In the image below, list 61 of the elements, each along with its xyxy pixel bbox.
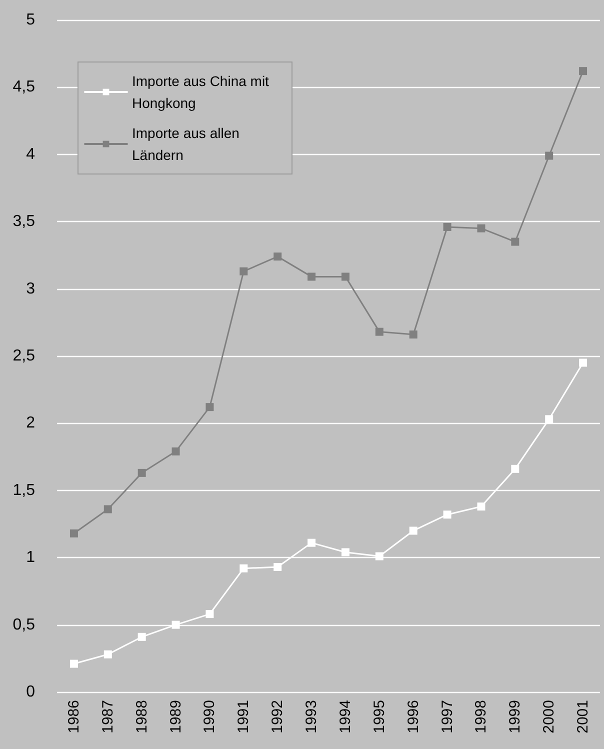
point <box>375 328 384 336</box>
y-tick-label: 5 <box>26 12 36 28</box>
y-tick-label: 4,5 <box>12 78 36 96</box>
point <box>274 563 282 572</box>
point <box>70 660 78 668</box>
point <box>443 510 452 519</box>
x-tick-label: 1991 <box>235 700 252 734</box>
point <box>240 267 248 276</box>
legend-label: Importe aus allen Ländern <box>132 125 244 163</box>
point <box>274 252 282 261</box>
x-tick-label: 1986 <box>65 700 82 734</box>
point <box>545 415 554 424</box>
y-tick-label: 1 <box>26 549 36 566</box>
point <box>308 538 316 547</box>
y-tick-label: 4 <box>26 146 36 163</box>
point <box>138 632 146 641</box>
point <box>579 358 588 367</box>
point <box>341 272 350 281</box>
y-tick-label: 3 <box>26 280 36 298</box>
x-tick-label: 1994 <box>336 700 354 734</box>
point <box>375 552 384 560</box>
point <box>172 447 180 456</box>
point <box>70 529 78 538</box>
point <box>409 526 418 535</box>
x-tick-label: 1996 <box>404 700 422 734</box>
point <box>206 403 214 412</box>
point <box>308 272 316 281</box>
x-tick-label: 1992 <box>269 700 286 734</box>
point <box>579 67 588 76</box>
point <box>409 330 418 338</box>
point <box>477 224 486 232</box>
point <box>138 468 146 477</box>
y-tick-label: 3,5 <box>12 213 36 230</box>
point <box>172 620 180 629</box>
point <box>477 502 486 511</box>
x-tick-label: 1987 <box>99 700 116 734</box>
y-tick-label: 2 <box>26 414 36 432</box>
point <box>240 564 248 572</box>
x-tick-label: 1988 <box>133 700 150 734</box>
x-tick-label: 1999 <box>506 700 524 734</box>
x-tick-label: 1990 <box>201 700 218 734</box>
x-tick-label: 1993 <box>303 700 320 734</box>
y-tick-label: 1,5 <box>12 482 36 499</box>
y-tick-label: 0 <box>26 684 36 700</box>
x-tick-label: 2001 <box>574 700 592 734</box>
point <box>443 222 452 231</box>
point <box>341 548 350 556</box>
point <box>104 505 112 514</box>
y-tick-label: 2,5 <box>12 348 36 364</box>
x-tick-label: 1998 <box>472 700 490 734</box>
point <box>206 610 214 618</box>
x-tick-label: 2000 <box>540 700 558 734</box>
x-tick-label: 1997 <box>438 700 456 734</box>
point <box>511 464 520 473</box>
x-tick-label: 1995 <box>370 700 388 734</box>
legend-label: Importe aus China mit Hongkong <box>132 73 273 111</box>
point <box>545 152 554 160</box>
point <box>511 238 520 246</box>
point <box>104 650 112 658</box>
x-tick-label: 1989 <box>167 700 184 734</box>
y-tick-label: 0,5 <box>12 616 36 634</box>
